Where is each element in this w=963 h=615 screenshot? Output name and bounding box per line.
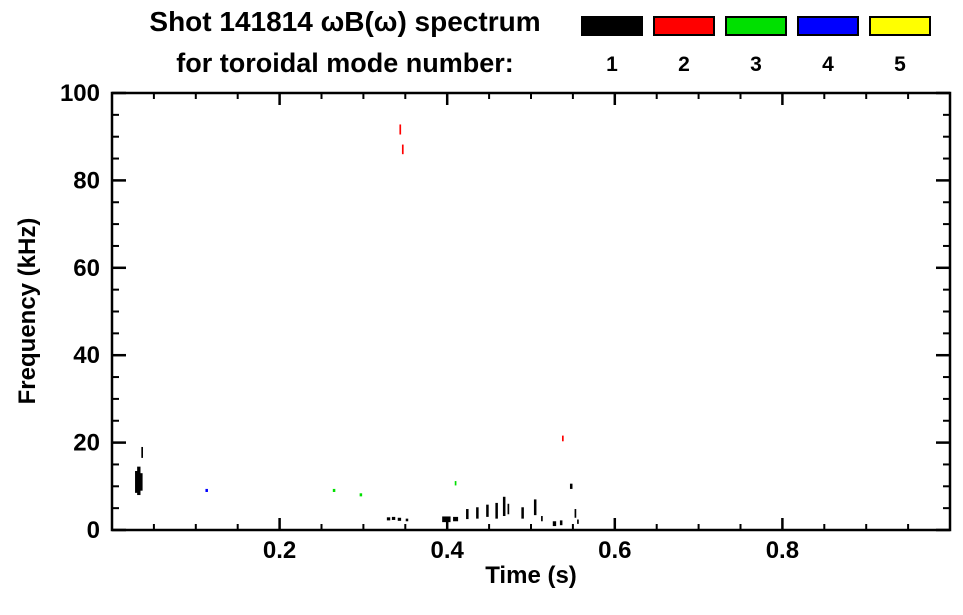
y-tick-label: 100 (60, 80, 100, 107)
data-mark-n=1 (466, 509, 469, 520)
data-mark-n=2 (562, 435, 564, 442)
legend-label-n4: 4 (822, 53, 834, 76)
y-tick-label: 0 (87, 517, 100, 544)
data-mark-n=1 (486, 504, 489, 517)
data-mark-n=1 (569, 483, 573, 489)
legend-swatch-n2 (653, 16, 715, 36)
data-mark-n=1 (140, 473, 143, 491)
plot-frame (110, 91, 952, 532)
legend-label-n1: 1 (606, 53, 618, 76)
data-mark-n=1 (574, 509, 577, 518)
y-tick-label: 20 (73, 430, 100, 457)
legend-label-n3: 3 (750, 53, 762, 76)
x-tick-label: 0.2 (263, 537, 296, 564)
y-tick-label: 40 (73, 342, 100, 369)
y-axis-label: Frequency (kHz) (14, 217, 41, 405)
data-mark-n=1 (405, 518, 409, 522)
data-mark-n=1 (386, 517, 391, 521)
data-mark-n=1 (533, 499, 537, 516)
x-axis-label: Time (s) (485, 562, 577, 589)
data-mark-n=1 (453, 516, 459, 522)
legend-swatch-n3 (725, 16, 787, 36)
data-mark-n=1 (495, 502, 498, 519)
data-mark-n=3 (454, 481, 457, 486)
chart-subtitle: for toroidal mode number: (176, 48, 514, 78)
legend-label-n5: 5 (894, 53, 906, 76)
data-mark-n=2 (401, 144, 404, 155)
data-mark-n=1 (137, 466, 141, 496)
data-mark-n=1 (135, 471, 138, 493)
y-tick-label: 60 (73, 255, 100, 282)
data-mark-n=1 (507, 503, 510, 515)
legend-swatch-n4 (797, 16, 859, 36)
data-mark-n=3 (359, 493, 363, 497)
chart-title: Shot 141814 ωB(ω) spectrum (149, 6, 541, 37)
data-mark-n=1 (541, 516, 543, 522)
data-mark-n=1 (141, 446, 144, 458)
x-tick-label: 0.4 (431, 537, 465, 564)
data-mark-n=1 (577, 519, 579, 524)
data-mark-n=4 (205, 488, 208, 492)
legend: 1 2 3 4 5 (0, 0, 963, 90)
data-mark-n=1 (559, 520, 563, 526)
data-mark-n=1 (521, 507, 524, 519)
legend-label-n2: 2 (678, 53, 690, 76)
legend-swatch-n5 (869, 16, 931, 36)
data-mark-n=1 (391, 516, 396, 520)
data-mark-n=1 (397, 517, 402, 521)
y-tick-label: 80 (73, 167, 100, 194)
data-mark-n=2 (399, 124, 402, 135)
data-mark-n=1 (476, 507, 479, 519)
data-mark-n=1 (442, 516, 451, 523)
data-mark-n=3 (332, 488, 336, 492)
data-mark-n=1 (502, 496, 506, 517)
legend-swatch-n1 (581, 16, 643, 36)
x-tick-label: 0.6 (598, 537, 631, 564)
data-mark-n=1 (552, 521, 557, 527)
x-tick-label: 0.8 (766, 537, 799, 564)
